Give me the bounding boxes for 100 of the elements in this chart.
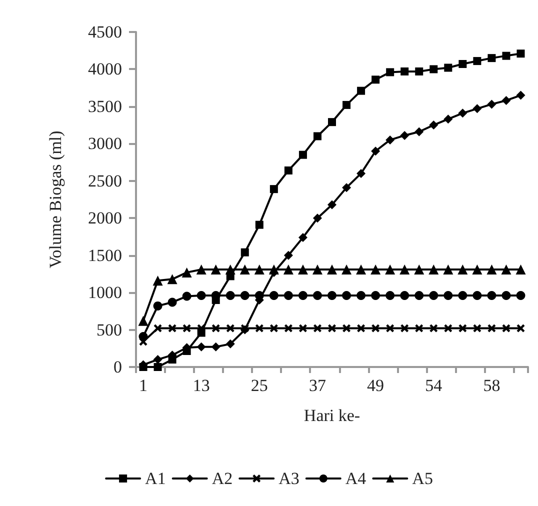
point (444, 324, 452, 332)
point (312, 264, 322, 274)
point (284, 324, 292, 332)
x-tick-label: 13 (192, 376, 210, 395)
point (516, 324, 525, 332)
x-axis-title: Hari ke- (304, 406, 360, 425)
point (516, 50, 525, 58)
point (444, 64, 452, 72)
point (342, 291, 352, 300)
point (400, 324, 409, 332)
point (312, 291, 322, 300)
point (226, 324, 234, 332)
point (284, 291, 293, 300)
y-tick-label: 2500 (88, 171, 122, 190)
point (356, 264, 366, 274)
point (268, 264, 279, 274)
point (443, 264, 454, 274)
point (298, 264, 308, 274)
point (372, 76, 380, 84)
x-tick-label: 1 (139, 376, 148, 395)
point (502, 291, 511, 300)
point (328, 118, 336, 126)
point (415, 324, 424, 332)
point (472, 104, 482, 114)
point (154, 324, 162, 332)
point (444, 114, 453, 124)
point (415, 67, 424, 76)
point (429, 120, 438, 130)
x-tick-label: 37 (308, 376, 326, 395)
point (269, 291, 278, 300)
point (328, 324, 336, 332)
point (270, 185, 278, 194)
point (168, 298, 177, 307)
point (270, 324, 278, 332)
point (502, 52, 510, 60)
point (342, 183, 352, 192)
point (386, 291, 395, 300)
point (414, 291, 424, 300)
point (196, 291, 206, 300)
point (385, 264, 396, 274)
point (328, 291, 336, 300)
point (488, 324, 496, 332)
point (472, 264, 482, 274)
point (357, 324, 366, 332)
point (356, 168, 366, 178)
point (312, 214, 322, 223)
point (313, 324, 322, 332)
point (298, 232, 308, 242)
point (225, 264, 236, 274)
point (444, 291, 453, 300)
point (458, 324, 467, 332)
legend-label: A2 (212, 469, 233, 488)
point (502, 324, 510, 332)
point (400, 67, 409, 76)
point (371, 146, 380, 156)
point (168, 324, 176, 332)
point (226, 291, 235, 300)
y-tick-label: 3000 (88, 134, 122, 154)
legend-label: A4 (345, 469, 367, 488)
point (167, 274, 178, 284)
point (371, 291, 380, 300)
point (210, 264, 221, 274)
point (152, 276, 163, 286)
x-tick-label: 58 (483, 376, 500, 395)
point (386, 135, 395, 144)
point (386, 68, 394, 76)
point (473, 57, 482, 66)
y-tick-label: 1000 (88, 283, 122, 302)
point (502, 96, 511, 105)
point (284, 166, 292, 174)
point (211, 342, 220, 352)
y-tick-label: 3500 (88, 96, 122, 116)
point (154, 363, 162, 371)
point (138, 316, 148, 326)
point (196, 342, 206, 352)
point (458, 291, 468, 300)
point (488, 54, 496, 62)
point (182, 292, 192, 301)
y-tick-label: 4000 (88, 60, 122, 79)
point (212, 324, 220, 332)
point (298, 291, 308, 300)
point (430, 65, 438, 74)
x-tick-label: 25 (250, 376, 268, 395)
y-tick-label: 4500 (88, 22, 122, 42)
point (255, 324, 264, 332)
point (283, 264, 294, 274)
point (196, 264, 206, 274)
point (342, 100, 351, 109)
x-tick-label: 49 (367, 376, 384, 395)
point (430, 324, 438, 332)
point (255, 220, 264, 229)
point (328, 200, 336, 210)
point (182, 267, 192, 278)
point (298, 324, 307, 332)
point (458, 264, 468, 274)
point (342, 324, 351, 332)
point (284, 250, 293, 260)
point (458, 60, 467, 68)
point (400, 264, 410, 274)
legend-label: A3 (278, 469, 300, 488)
